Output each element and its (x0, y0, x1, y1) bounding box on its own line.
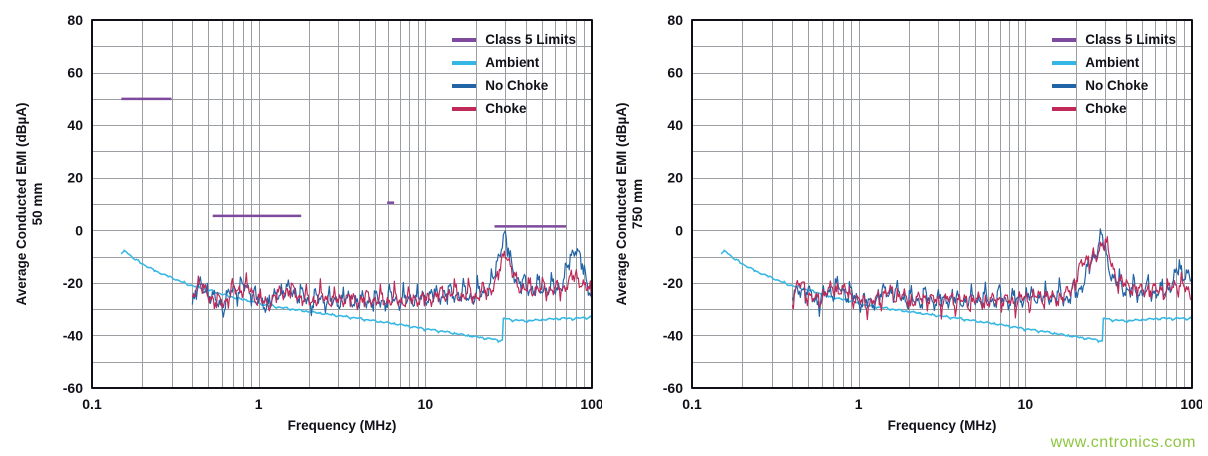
legend-label: No Choke (1085, 78, 1149, 93)
ambient-swatch-icon (452, 60, 477, 65)
choke-swatch-icon (1052, 106, 1077, 111)
legend-label: Choke (1085, 101, 1127, 116)
legend-750mm: Class 5 Limits Ambient No Choke Choke (1052, 28, 1176, 120)
legend-label: Ambient (1085, 55, 1140, 70)
class-5-limits-swatch-icon (1052, 37, 1077, 42)
emi-plot-canvas-750mm (606, 8, 1202, 444)
legend-label: No Choke (485, 78, 549, 93)
y-axis-title-text: Average Conducted EMI (dBµA) (14, 102, 29, 306)
class-5-limits-swatch-icon (452, 37, 477, 42)
legend-item-no-choke: No Choke (452, 74, 576, 97)
legend-item-class-5-limits: Class 5 Limits (452, 28, 576, 51)
legend-label: Class 5 Limits (485, 32, 576, 47)
emi-plot-canvas-50mm (6, 8, 602, 444)
x-axis-title-750mm: Frequency (MHz) (887, 418, 997, 433)
legend-item-ambient: Ambient (452, 51, 576, 74)
legend-label: Class 5 Limits (1085, 32, 1176, 47)
legend-label: Ambient (485, 55, 540, 70)
ambient-swatch-icon (1052, 60, 1077, 65)
y-axis-title-50mm: Average Conducted EMI (dBµA) 50 mm (14, 20, 46, 388)
chart-50mm: Average Conducted EMI (dBµA) 50 mm Frequ… (6, 8, 602, 444)
legend-item-choke: Choke (1052, 97, 1176, 120)
chart-750mm: Average Conducted EMI (dBµA) 750 mm Freq… (606, 8, 1202, 444)
x-axis-title-50mm: Frequency (MHz) (287, 418, 397, 433)
legend-item-choke: Choke (452, 97, 576, 120)
legend-50mm: Class 5 Limits Ambient No Choke Choke (452, 28, 576, 120)
y-axis-title-750mm: Average Conducted EMI (dBµA) 750 mm (614, 20, 646, 388)
no-choke-swatch-icon (1052, 83, 1077, 88)
legend-item-class-5-limits: Class 5 Limits (1052, 28, 1176, 51)
legend-item-no-choke: No Choke (1052, 74, 1176, 97)
y-axis-title-distance: 750 mm (630, 178, 645, 230)
watermark-text: www.cntronics.com (1050, 434, 1196, 451)
y-axis-title-text: Average Conducted EMI (dBµA) (614, 102, 629, 306)
no-choke-swatch-icon (452, 83, 477, 88)
legend-item-ambient: Ambient (1052, 51, 1176, 74)
choke-swatch-icon (452, 106, 477, 111)
legend-label: Choke (485, 101, 527, 116)
y-axis-title-distance: 50 mm (30, 182, 45, 226)
